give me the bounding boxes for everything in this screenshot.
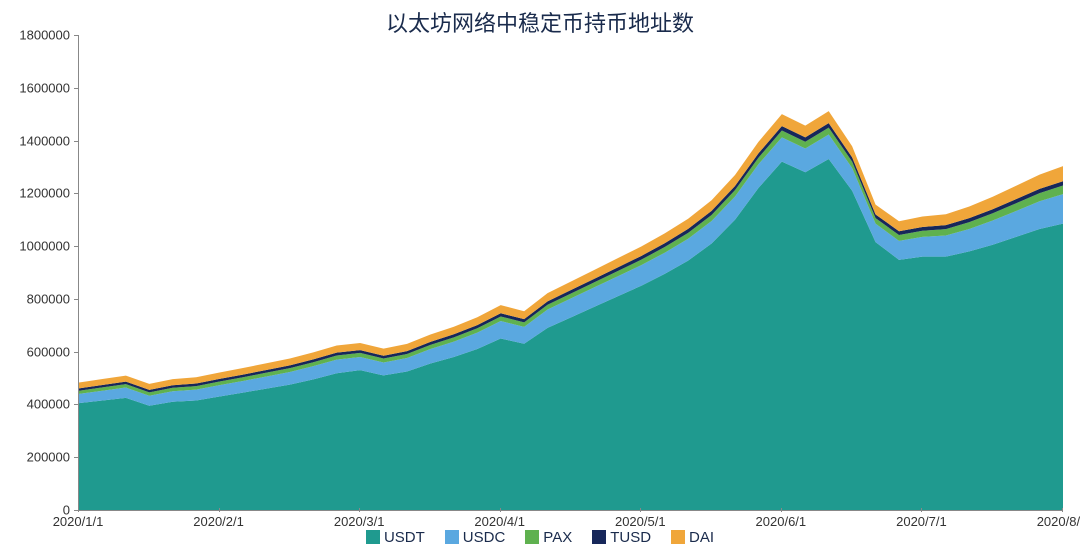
area-usdt xyxy=(79,159,1063,510)
x-tick-label: 2020/8/1 xyxy=(1037,514,1080,529)
legend-label: TUSD xyxy=(610,529,651,546)
y-tick-label: 200000 xyxy=(27,450,70,465)
x-tick-mark xyxy=(640,508,641,512)
legend-item-usdt: USDT xyxy=(366,529,425,546)
legend-label: USDT xyxy=(384,529,425,546)
stacked-areas xyxy=(79,35,1063,510)
legend: USDT USDC PAX TUSD DAI xyxy=(0,529,1080,550)
y-tick-label: 1200000 xyxy=(19,186,70,201)
x-tick-mark xyxy=(781,508,782,512)
y-tick-label: 1000000 xyxy=(19,239,70,254)
x-tick-mark xyxy=(1062,508,1063,512)
x-tick-label: 2020/4/1 xyxy=(474,514,525,529)
x-tick-label: 2020/5/1 xyxy=(615,514,666,529)
legend-swatch xyxy=(445,530,459,544)
legend-label: DAI xyxy=(689,529,714,546)
y-tick-label: 1800000 xyxy=(19,28,70,43)
x-tick-mark xyxy=(219,508,220,512)
legend-swatch xyxy=(366,530,380,544)
legend-label: USDC xyxy=(463,529,506,546)
x-tick-label: 2020/6/1 xyxy=(756,514,807,529)
legend-item-tusd: TUSD xyxy=(592,529,651,546)
x-tick-mark xyxy=(359,508,360,512)
chart-container: 以太坊网络中稳定币持币地址数 0200000400000600000800000… xyxy=(0,0,1080,551)
x-axis: 2020/1/12020/2/12020/3/12020/4/12020/5/1… xyxy=(78,510,1062,530)
legend-label: PAX xyxy=(543,529,572,546)
x-tick-label: 2020/2/1 xyxy=(193,514,244,529)
x-tick-label: 2020/3/1 xyxy=(334,514,385,529)
plot-area xyxy=(78,35,1063,511)
x-tick-label: 2020/7/1 xyxy=(896,514,947,529)
x-tick-mark xyxy=(921,508,922,512)
legend-item-dai: DAI xyxy=(671,529,714,546)
legend-swatch xyxy=(592,530,606,544)
y-tick-label: 1600000 xyxy=(19,80,70,95)
x-tick-mark xyxy=(500,508,501,512)
y-tick-label: 400000 xyxy=(27,397,70,412)
x-tick-label: 2020/1/1 xyxy=(53,514,104,529)
chart-title: 以太坊网络中稳定币持币地址数 xyxy=(0,6,1080,38)
legend-swatch xyxy=(525,530,539,544)
y-axis: 0200000400000600000800000100000012000001… xyxy=(0,35,74,510)
y-tick-label: 600000 xyxy=(27,344,70,359)
legend-item-pax: PAX xyxy=(525,529,572,546)
y-tick-label: 1400000 xyxy=(19,133,70,148)
legend-swatch xyxy=(671,530,685,544)
x-tick-mark xyxy=(78,508,79,512)
legend-item-usdc: USDC xyxy=(445,529,506,546)
y-tick-label: 800000 xyxy=(27,291,70,306)
